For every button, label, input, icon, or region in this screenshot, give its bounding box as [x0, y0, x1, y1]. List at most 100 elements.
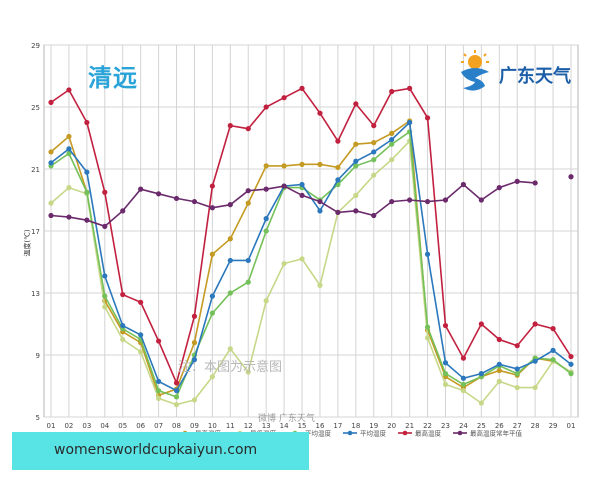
series-point-5 [424, 198, 431, 205]
x-tick-label: 22 [423, 422, 432, 430]
legend-marker-3 [347, 430, 353, 436]
series-point-5 [66, 214, 72, 220]
legend-marker-5 [457, 430, 463, 436]
series-point-3 [245, 257, 251, 264]
x-tick-label: 08 [172, 422, 181, 430]
site-banner[interactable]: womensworldcupkaiyun.com [12, 432, 309, 470]
series-point-5 [442, 197, 449, 203]
series-point-5 [514, 178, 520, 184]
legend-label-5: 最高温度常年平值 [470, 429, 523, 438]
series-point-4 [407, 85, 413, 91]
legend-label-2: 平均温度 [305, 429, 332, 438]
x-tick-label: 27 [513, 422, 522, 430]
series-point-5 [317, 198, 323, 205]
series-point-5 [48, 212, 54, 219]
x-tick-label: 09 [190, 422, 199, 430]
series-point-4 [550, 326, 556, 332]
series-point-0 [66, 133, 72, 140]
series-point-0 [281, 163, 287, 169]
series-point-3 [299, 181, 305, 188]
series-point-1 [102, 304, 108, 310]
series-point-3 [317, 208, 323, 214]
series-point-1 [191, 397, 198, 403]
series-line-1 [50, 139, 572, 406]
series-point-4 [424, 115, 431, 121]
x-tick-label: 21 [405, 422, 414, 430]
series-point-1 [532, 384, 538, 391]
series-point-5 [532, 180, 538, 186]
x-tick-label: 15 [298, 422, 307, 430]
series-point-3 [102, 273, 108, 279]
series-point-3 [371, 149, 377, 155]
series-point-1 [514, 384, 520, 391]
series-point-3 [568, 361, 574, 367]
series-point-1 [389, 157, 395, 163]
series-point-4 [335, 138, 341, 144]
series-line-0 [50, 119, 572, 397]
x-tick-label: 20 [387, 422, 396, 430]
x-tick-label: 26 [495, 422, 504, 430]
series-point-5 [155, 191, 162, 197]
series-point-1 [371, 172, 377, 178]
series-point-3 [514, 366, 520, 372]
series-point-3 [496, 361, 502, 367]
series-point-2 [389, 141, 395, 147]
series-point-5 [209, 205, 215, 211]
series-point-0 [299, 161, 305, 167]
series-point-5 [299, 192, 305, 198]
series-point-4 [389, 88, 395, 95]
x-tick-label: 18 [351, 422, 360, 430]
watermark-credit: 微博 广东天气 [258, 414, 315, 424]
series-point-4 [155, 338, 162, 344]
series-line-2 [50, 130, 572, 398]
logo-text: 广东天气 [499, 66, 571, 87]
series-point-5 [389, 198, 395, 205]
series-point-4 [371, 123, 377, 129]
series-point-5 [173, 195, 180, 202]
x-tick-label: 17 [333, 422, 342, 430]
series-point-3 [353, 158, 359, 164]
series-point-2 [263, 228, 269, 234]
series-point-3 [227, 257, 233, 264]
series-point-0 [317, 161, 323, 167]
series-point-4 [245, 126, 251, 132]
series-point-3 [84, 169, 90, 175]
series-point-4 [353, 101, 359, 107]
x-tick-label: 02 [64, 422, 73, 430]
x-tick-label: 16 [316, 422, 325, 430]
series-point-0 [496, 367, 502, 374]
banner-link-text[interactable]: womensworldcupkaiyun.com [54, 442, 258, 458]
y-tick-label: 29 [31, 42, 40, 50]
series-point-3 [48, 160, 54, 166]
series-point-2 [84, 189, 90, 195]
series-point-1 [478, 400, 484, 406]
series-point-0 [191, 340, 198, 346]
x-tick-label: 19 [369, 422, 378, 430]
x-tick-label: 25 [477, 422, 486, 430]
series-point-3 [263, 216, 269, 222]
series-point-1 [245, 369, 251, 375]
x-tick-label: 12 [244, 422, 253, 430]
series-point-1 [263, 298, 269, 304]
series-point-2 [568, 371, 574, 377]
series-point-3 [120, 322, 126, 329]
series-point-1 [460, 388, 467, 394]
series-point-0 [227, 236, 233, 242]
series-point-0 [48, 149, 54, 155]
series-point-1 [173, 402, 180, 408]
series-point-1 [424, 335, 431, 341]
series-point-1 [155, 395, 162, 401]
series-point-4 [532, 321, 538, 327]
watermark-note: 注：本图为示意图 [178, 360, 283, 375]
series-point-2 [550, 357, 556, 363]
series-point-4 [227, 123, 233, 129]
series-point-1 [442, 381, 449, 388]
x-tick-label: 01 [47, 422, 56, 430]
series-point-4 [173, 380, 180, 386]
series-point-3 [407, 119, 413, 126]
guangdong-weather-logo: 广东天气 [455, 48, 585, 98]
x-tick-label: 07 [154, 422, 163, 430]
series-point-3 [424, 251, 431, 257]
series-point-4 [209, 183, 215, 189]
